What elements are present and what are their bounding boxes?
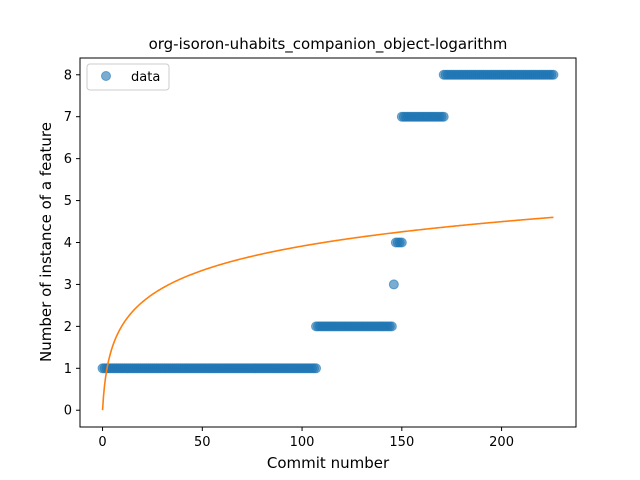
y-tick-label: 1 [64,362,72,377]
y-tick-label: 5 [64,194,72,209]
x-tick-label: 0 [98,435,106,450]
data-point [311,363,322,374]
chart-title: org-isoron-uhabits_companion_object-loga… [149,35,508,54]
legend-label-data: data [131,70,160,85]
y-axis-label: Number of instance of a feature [37,122,55,362]
data-point [548,69,559,80]
y-tick-label: 6 [64,152,72,167]
data-layer [97,69,559,411]
y-tick-label: 0 [64,404,72,419]
y-tick-label: 4 [64,236,72,251]
x-axis: 0 50 100 150 200 [98,427,514,450]
x-axis-label: Commit number [267,454,390,472]
legend-marker-data [101,71,111,81]
legend: data [86,63,170,91]
data-point [396,237,407,248]
x-tick-label: 150 [389,435,414,450]
data-point [388,279,399,290]
legend-box [86,63,170,91]
data-point [438,111,449,122]
data-point [386,321,397,332]
y-tick-label: 3 [64,278,72,293]
y-tick-label: 7 [64,110,72,125]
x-tick-label: 100 [290,435,315,450]
y-tick-label: 2 [64,320,72,335]
x-tick-label: 50 [194,435,211,450]
y-axis: 0 1 2 3 4 5 6 7 8 [64,68,80,419]
y-tick-label: 8 [64,68,72,83]
fit-line [101,216,554,411]
x-tick-label: 200 [489,435,514,450]
